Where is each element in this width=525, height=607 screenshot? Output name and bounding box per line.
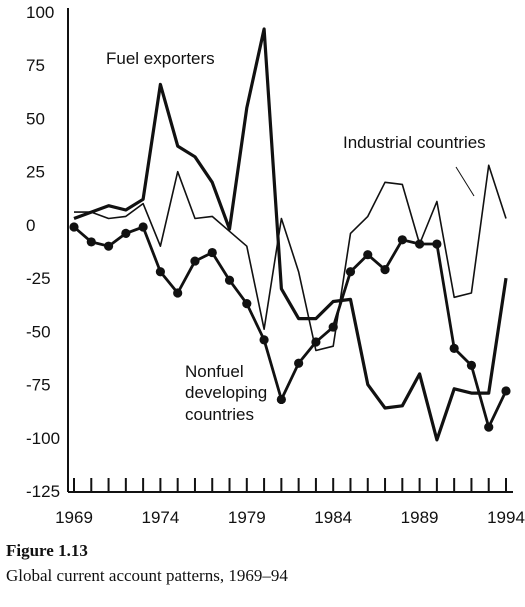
y-tick-label: -25 bbox=[26, 269, 51, 288]
series-layer bbox=[69, 27, 511, 442]
annotation-layer: Fuel exporters Industrial countries Nonf… bbox=[106, 49, 486, 424]
data-point-nonfuel-developing-countries bbox=[173, 288, 183, 298]
data-point-nonfuel-developing-countries bbox=[86, 237, 96, 247]
data-point-nonfuel-developing-countries bbox=[224, 275, 235, 285]
annotation-industrial-countries: Industrial countries bbox=[343, 133, 486, 152]
data-point-nonfuel-developing-countries bbox=[294, 358, 304, 368]
x-tick-label: 1969 bbox=[55, 508, 93, 527]
x-tick-label: 1994 bbox=[487, 508, 525, 527]
data-point-nonfuel-developing-countries bbox=[276, 394, 286, 405]
y-tick-label: -100 bbox=[26, 429, 60, 448]
y-tick-label: -75 bbox=[26, 376, 51, 395]
data-point-nonfuel-developing-countries bbox=[501, 386, 511, 396]
data-point-nonfuel-developing-countries bbox=[363, 250, 373, 260]
x-tick-label: 1979 bbox=[228, 508, 266, 527]
series-line-nonfuel-developing-countries bbox=[73, 225, 508, 429]
data-point-nonfuel-developing-countries bbox=[380, 264, 390, 275]
series-line-industrial-countries bbox=[74, 164, 507, 352]
x-tick-label: 1974 bbox=[141, 508, 179, 527]
data-point-nonfuel-developing-countries bbox=[138, 222, 148, 232]
data-point-nonfuel-developing-countries bbox=[432, 239, 442, 249]
data-point-nonfuel-developing-countries bbox=[311, 337, 321, 347]
annotation-nonfuel-line-1: Nonfuel bbox=[185, 362, 244, 381]
data-point-nonfuel-developing-countries bbox=[484, 422, 494, 432]
annotation-nonfuel-line-3: countries bbox=[185, 405, 254, 424]
data-point-nonfuel-developing-countries bbox=[242, 299, 252, 309]
annotation-nonfuel-line-2: developing bbox=[185, 383, 267, 402]
data-point-nonfuel-developing-countries bbox=[190, 256, 200, 266]
data-point-nonfuel-developing-countries bbox=[69, 222, 79, 232]
y-tick-label: 0 bbox=[26, 216, 35, 235]
data-point-nonfuel-developing-countries bbox=[345, 267, 356, 277]
data-point-nonfuel-developing-countries bbox=[259, 335, 269, 345]
y-tick-label: -50 bbox=[26, 322, 51, 341]
data-point-nonfuel-developing-countries bbox=[397, 235, 407, 245]
series-line-fuel-exporters bbox=[73, 27, 508, 442]
x-ticks: 1969 1974 1979 1984 1989 1994 bbox=[55, 478, 525, 527]
y-tick-label: 50 bbox=[26, 109, 45, 128]
y-tick-label: 100 bbox=[26, 3, 54, 22]
x-tick-label: 1989 bbox=[401, 508, 439, 527]
data-point-nonfuel-developing-countries bbox=[415, 239, 425, 249]
annotation-fuel-exporters: Fuel exporters bbox=[106, 49, 215, 68]
figure-number: Figure 1.13 bbox=[6, 541, 88, 560]
data-point-nonfuel-developing-countries bbox=[466, 360, 477, 370]
y-tick-labels: 100 75 50 25 0 -25 -50 -75 -100 -125 bbox=[26, 3, 60, 501]
data-point-nonfuel-developing-countries bbox=[121, 228, 131, 239]
data-point-nonfuel-developing-countries bbox=[207, 247, 217, 258]
annotation-industrial-leader-line bbox=[455, 166, 475, 197]
data-point-nonfuel-developing-countries bbox=[449, 343, 459, 353]
data-point-nonfuel-developing-countries bbox=[155, 267, 165, 277]
y-tick-label: 25 bbox=[26, 163, 45, 182]
x-tick-label: 1984 bbox=[314, 508, 352, 527]
data-point-nonfuel-developing-countries bbox=[328, 322, 338, 332]
y-tick-label: -125 bbox=[26, 482, 60, 501]
y-tick-label: 75 bbox=[26, 56, 45, 75]
figure-caption: Global current account patterns, 1969–94 bbox=[6, 566, 288, 585]
data-point-nonfuel-developing-countries bbox=[103, 241, 114, 251]
